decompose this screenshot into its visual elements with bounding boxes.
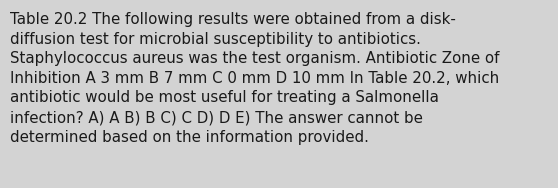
- Text: Table 20.2 The following results were obtained from a disk-
diffusion test for m: Table 20.2 The following results were ob…: [10, 12, 499, 145]
